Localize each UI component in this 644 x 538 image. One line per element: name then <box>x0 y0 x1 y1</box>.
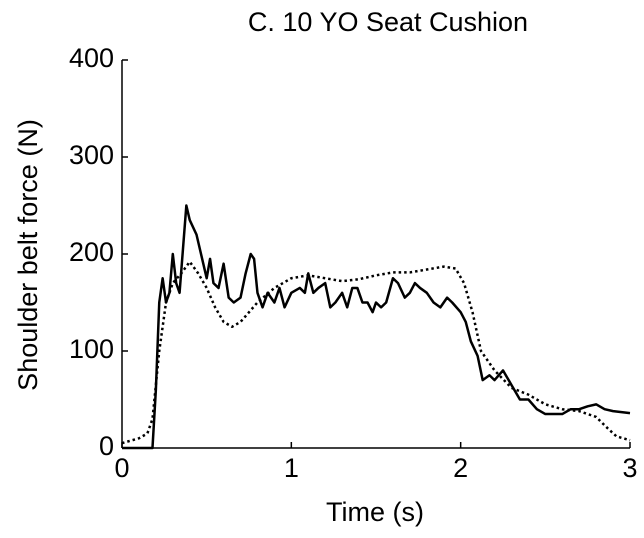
x-axis-label: Time (s) <box>326 497 424 527</box>
y-tick-label: 100 <box>69 334 114 364</box>
x-tick-label: 0 <box>114 453 129 483</box>
x-tick-label: 1 <box>284 453 299 483</box>
series-line <box>122 204 631 450</box>
x-tick-label: 3 <box>622 453 637 483</box>
y-tick-label: 400 <box>69 43 114 73</box>
y-tick-label: 0 <box>99 431 114 461</box>
series-line <box>121 260 631 445</box>
x-tick-label: 2 <box>453 453 468 483</box>
chart-title: C. 10 YO Seat Cushion <box>248 7 528 37</box>
y-axis-label: Shoulder belt force (N) <box>13 119 43 391</box>
y-tick-label: 200 <box>69 237 114 267</box>
y-tick-label: 300 <box>69 140 114 170</box>
